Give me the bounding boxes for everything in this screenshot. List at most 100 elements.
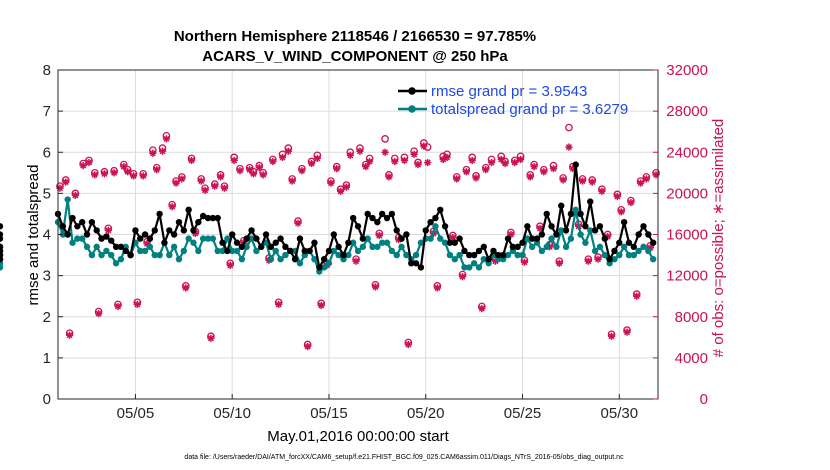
asterisk-stroke (449, 234, 456, 241)
rmse-point (98, 235, 105, 242)
obs-assimilated-marker (472, 174, 480, 182)
rmse-point (504, 235, 512, 242)
totalspread-point (441, 239, 449, 246)
rmse-point (625, 239, 633, 246)
asterisk-stroke (279, 154, 286, 161)
asterisk-stroke (182, 284, 189, 292)
asterisk-stroke (614, 193, 621, 200)
totalspread-point (209, 235, 217, 242)
obs-assimilated-marker (56, 184, 64, 192)
asterisk-stroke (434, 284, 441, 292)
asterisk-stroke (308, 160, 315, 167)
obs-assimilated-marker (333, 165, 341, 173)
obs-assimilated-marker (487, 158, 496, 167)
rmse-point (64, 231, 71, 238)
rmse-point (553, 231, 560, 238)
asterisk-stroke (391, 158, 398, 165)
totalspread-point (219, 247, 226, 255)
asterisk-stroke (589, 179, 596, 186)
asterisk-stroke (140, 172, 147, 179)
rmse-point (456, 235, 463, 242)
asterisk-stroke (236, 167, 243, 174)
obs-assimilated-marker (207, 334, 215, 342)
totalspread-point (224, 235, 231, 242)
asterisk-stroke (95, 310, 102, 317)
asterisk-stroke (285, 148, 292, 155)
obs-assimilated-marker (410, 150, 418, 158)
totalspread-point (403, 251, 410, 259)
rmse-point (640, 223, 647, 230)
rmse-point (0, 243, 4, 251)
obs-assimilated-marker (236, 167, 244, 175)
totalspread-point (519, 251, 526, 259)
asterisk-stroke (169, 203, 176, 210)
obs-assimilated-marker (255, 164, 263, 172)
obs-assimilated-marker (124, 168, 132, 176)
asterisk-stroke (453, 175, 460, 183)
rmse-point (248, 227, 255, 234)
rmse-point (582, 223, 589, 230)
rmse-point (567, 210, 575, 218)
rmse-point (446, 239, 454, 246)
asterisk-stroke (627, 199, 634, 206)
totalspread-point (475, 264, 483, 271)
obs-assimilated-marker (420, 142, 428, 150)
obs-assimilated-marker (313, 154, 321, 163)
rmse-point (495, 251, 502, 259)
obs-assimilated-marker (607, 332, 616, 340)
obs-assimilated-marker (633, 292, 641, 300)
asterisk-stroke (414, 161, 422, 168)
totalspread-point (156, 251, 163, 259)
y-right-tick-label: 4000 (675, 350, 708, 367)
asterisk-stroke (598, 188, 605, 195)
rmse-point (78, 218, 86, 226)
rmse-point (383, 214, 391, 222)
asterisk-stroke (473, 174, 480, 182)
rmse-point (74, 223, 81, 230)
rmse-point (170, 231, 178, 238)
legend-spread-marker (408, 105, 416, 113)
obs-assimilated-marker (588, 178, 596, 186)
obs-assimilated-marker (139, 172, 147, 180)
asterisk-stroke (289, 177, 296, 185)
totalspread-point (108, 251, 115, 259)
asterisk-stroke (463, 168, 470, 175)
asterisk-stroke (608, 333, 615, 340)
totalspread-point (272, 247, 279, 255)
legend-spread-label: totalspread grand pr = 3.6279 (431, 101, 628, 118)
rmse-point (59, 223, 67, 230)
rmse-point (601, 235, 608, 242)
asterisk-stroke (478, 305, 485, 312)
asterisk-stroke (130, 172, 137, 179)
totalspread-point (398, 243, 405, 251)
rmse-point (291, 255, 299, 263)
asterisk-stroke (207, 335, 214, 342)
y-left-tick-label: 0 (43, 391, 51, 408)
asterisk-stroke (275, 301, 282, 308)
obs-assimilated-marker (642, 175, 650, 183)
totalspread-point (0, 264, 4, 271)
obs-assimilated-marker (114, 302, 122, 311)
asterisk-stroke (314, 155, 321, 162)
totalspread-point (587, 227, 594, 234)
asterisk-stroke (353, 258, 360, 265)
obs-assimilated-marker (381, 148, 389, 156)
obs-assimilated-marker (453, 175, 461, 183)
totalspread-point (112, 260, 120, 267)
totalspread-point (388, 247, 396, 255)
rmse-point (132, 227, 139, 234)
totalspread-point (296, 260, 304, 267)
obs-assimilated-marker (317, 301, 325, 310)
totalspread-point (103, 247, 110, 255)
obs-assimilated-marker (449, 233, 457, 242)
obs-assimilated-marker (468, 156, 476, 165)
rmse-point (83, 231, 91, 238)
rmse-point (112, 243, 120, 251)
rmse-point (253, 235, 260, 242)
totalspread-point (427, 235, 434, 242)
obs-assimilated-marker (613, 192, 621, 201)
asterisk-stroke (540, 168, 547, 175)
asterisk-stroke (550, 165, 557, 172)
totalspread-point (630, 251, 638, 259)
obs-assimilated-marker (158, 147, 167, 155)
